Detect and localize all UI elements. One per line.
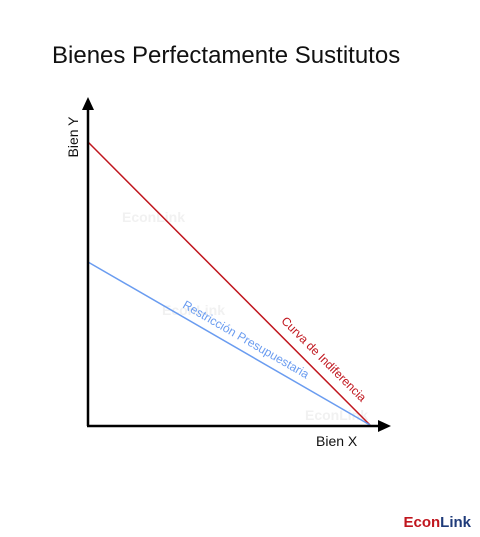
brand-part-econ: Econ — [403, 514, 441, 531]
indifference-line — [87, 141, 371, 426]
watermark-3: EconLink — [305, 407, 368, 423]
y-axis-label: Bien Y — [65, 116, 81, 158]
x-axis-label: Bien X — [316, 433, 358, 449]
watermark-1: EconLink — [122, 209, 185, 225]
diagram-title: Bienes Perfectamente Sustitutos — [52, 42, 401, 69]
x-axis-arrow — [378, 420, 391, 432]
y-axis-arrow — [82, 97, 94, 110]
brand-part-link: Link — [440, 514, 471, 531]
budget-label: Restricción Presupuestaria — [180, 298, 311, 382]
budget-line — [87, 261, 371, 426]
brand-logo: EconLink — [403, 514, 471, 531]
